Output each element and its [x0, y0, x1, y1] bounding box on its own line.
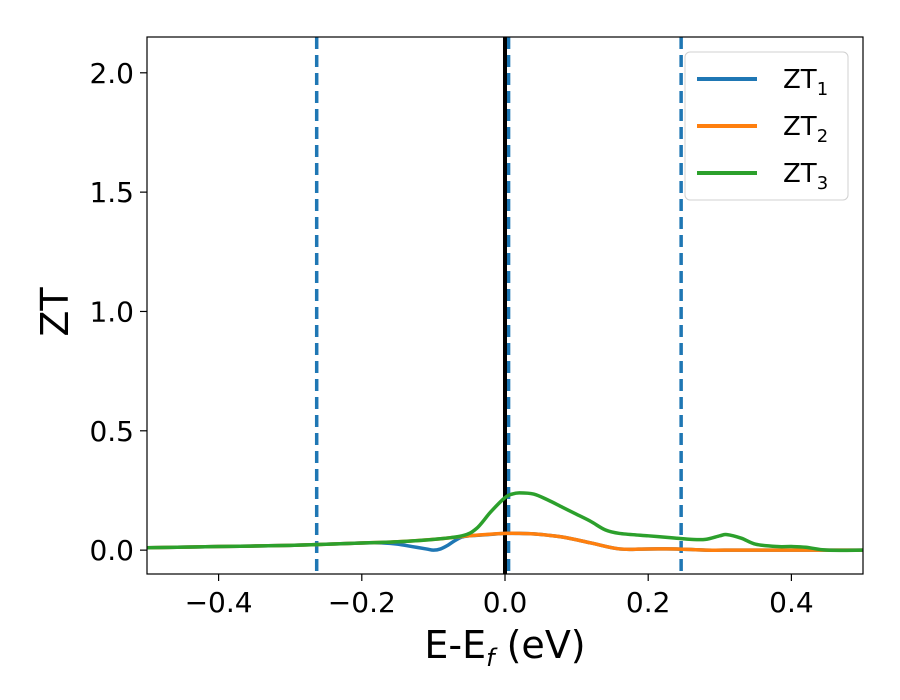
x-tick-label: −0.4 [185, 586, 253, 619]
series-line-zt3 [147, 491, 863, 553]
x-axis-title: E-Ef (eV) [424, 623, 585, 672]
y-axis: 0.0 0.5 1.0 1.5 2.0 [89, 57, 147, 567]
plot-area [147, 37, 863, 574]
x-tick-label: −0.2 [328, 586, 396, 619]
x-tick-label: 0.2 [626, 586, 671, 619]
x-tick-label: 0.4 [769, 586, 814, 619]
legend-box [684, 51, 849, 201]
y-tick-label: 1.0 [89, 295, 134, 328]
x-axis: −0.4 −0.2 0.0 0.2 0.4 [185, 574, 814, 619]
y-axis-title: ZT [33, 287, 77, 337]
legend-label-zt1: ZT1 [783, 65, 828, 100]
legend-label-zt2: ZT2 [783, 112, 828, 147]
x-axis-title-unit: (eV) [495, 623, 586, 667]
x-tick-label: 0.0 [483, 586, 528, 619]
y-tick-label: 2.0 [89, 57, 134, 90]
legend-label-zt3: ZT3 [783, 159, 828, 194]
y-tick-label: 0.0 [89, 534, 134, 567]
y-tick-label: 0.5 [89, 415, 134, 448]
legend: ZT1 ZT2 ZT3 [684, 51, 849, 201]
y-tick-label: 1.5 [89, 176, 134, 209]
x-axis-title-main: E-E [424, 623, 486, 667]
